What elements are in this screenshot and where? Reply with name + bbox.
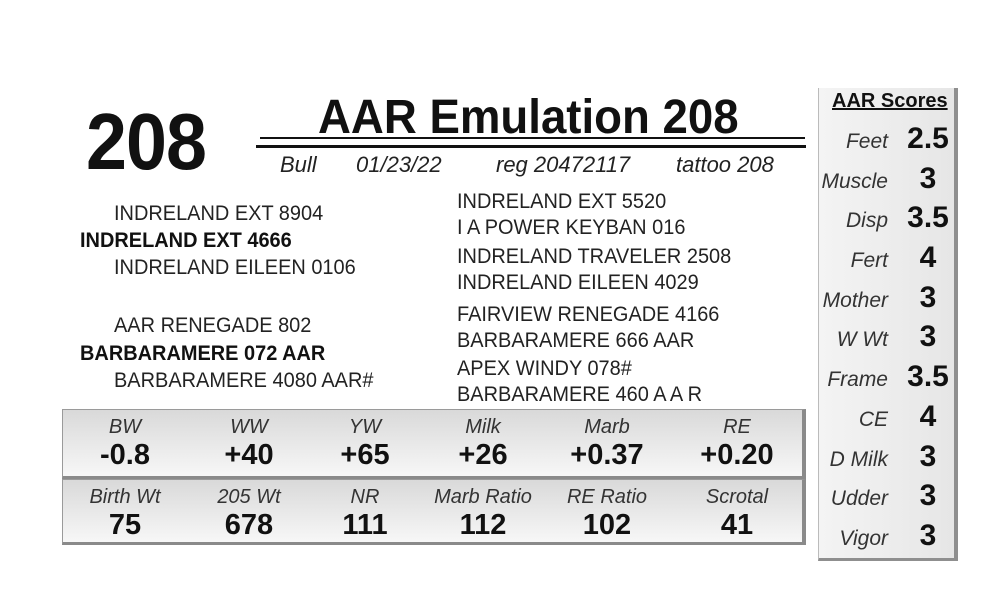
pedigree-sire-dam: INDRELAND EILEEN 0106 [114,256,356,279]
registration-number: reg 20472117 [496,152,631,177]
pedigree-dam-sire: AAR RENEGADE 802 [114,314,312,337]
lot-number: 208 [86,97,207,186]
perf-value: 41 [720,509,754,541]
score-label: W Wt [836,328,888,351]
score-value: 4 [919,400,937,433]
epd-label: Milk [465,416,501,438]
score-label: Fert [850,249,888,272]
score-row-disp: Disp 3.5 [818,201,958,241]
epd-value: +65 [340,439,390,471]
pedigree-dam-dam: BARBARAMERE 4080 AAR# [114,369,374,392]
score-row-fert: Fert 4 [818,241,958,281]
sex-label: Bull [280,152,317,177]
score-row-ce: CE 4 [818,400,958,440]
perf-label: 205 Wt [217,486,281,508]
perf-label: NR [350,486,380,508]
score-label: D Milk [829,448,888,471]
score-value: 4 [919,241,937,274]
pedigree-ancestor: INDRELAND EILEEN 4029 [457,271,699,294]
epd-label: BW [108,416,142,438]
score-row-vigor: Vigor 3 [818,519,958,559]
score-row-muscle: Muscle 3 [818,162,958,202]
perf-value: 75 [108,509,142,541]
epd-value: +40 [224,439,274,471]
epd-value: +26 [458,439,508,471]
perf-cell-scrotal: Scrotal 41 [675,480,799,542]
score-row-udder: Udder 3 [818,479,958,519]
epd-cell-re: RE +0.20 [675,410,799,472]
perf-value: 111 [342,509,388,541]
epd-label: Marb [584,416,630,438]
pedigree-ancestor: BARBARAMERE 666 AAR [457,329,695,352]
pedigree-ancestor: FAIRVIEW RENEGADE 4166 [457,303,720,326]
perf-cell-marb-ratio: Marb Ratio 112 [421,480,545,542]
perf-label: Marb Ratio [434,486,532,508]
pedigree-dam: BARBARAMERE 072 AAR [80,342,326,365]
perf-label: Scrotal [705,486,769,508]
score-row-w-wt: W Wt 3 [818,320,958,360]
score-row-feet: Feet 2.5 [818,122,958,162]
perf-cell-re-ratio: RE Ratio 102 [545,480,669,542]
epd-label: RE [723,416,751,438]
score-row-d-milk: D Milk 3 [818,440,958,480]
score-value: 3.5 [907,360,949,393]
score-label: Frame [827,368,888,391]
epd-cell-milk: Milk +26 [421,410,545,472]
score-label: Vigor [839,527,888,550]
scores-title: AAR Scores [832,90,948,112]
pedigree-ancestor: APEX WINDY 078# [457,357,632,380]
epd-value: +0.20 [700,439,774,471]
perf-value: 102 [582,509,632,541]
epd-label: YW [348,416,382,438]
epd-panel: BW -0.8 WW +40 YW +65 Milk +26 Marb +0.3… [62,409,806,479]
score-value: 3.5 [907,201,949,234]
pedigree-ancestor: BARBARAMERE 460 A A R [457,383,703,406]
score-label: Feet [845,130,888,153]
score-label: CE [858,408,888,431]
title-divider-thin [260,137,805,139]
pedigree-ancestor: I A POWER KEYBAN 016 [457,216,686,239]
epd-cell-ww: WW +40 [187,410,311,472]
score-value: 3 [919,440,937,473]
pedigree-ancestor: INDRELAND TRAVELER 2508 [457,245,732,268]
score-value: 3 [919,519,937,552]
epd-value: +0.37 [570,439,644,471]
animal-name: AAR Emulation 208 [318,91,739,144]
perf-value: 678 [224,509,274,541]
performance-panel: Birth Wt 75 205 Wt 678 NR 111 Marb Ratio… [62,479,806,545]
pedigree-ancestor: INDRELAND EXT 5520 [457,190,667,213]
perf-cell-birth-wt: Birth Wt 75 [63,480,187,542]
epd-label: WW [230,416,268,438]
score-label: Disp [845,209,888,232]
epd-value: -0.8 [100,439,150,471]
score-label: Udder [830,487,888,510]
score-row-mother: Mother 3 [818,281,958,321]
pedigree-sire: INDRELAND EXT 4666 [80,229,292,252]
score-value: 3 [919,320,937,353]
epd-cell-marb: Marb +0.37 [545,410,669,472]
perf-label: RE Ratio [566,486,648,508]
title-divider-thick [256,145,806,148]
birth-date: 01/23/22 [356,152,442,177]
pedigree-sire-sire: INDRELAND EXT 8904 [114,202,324,225]
perf-cell-205-wt: 205 Wt 678 [187,480,311,542]
score-label: Muscle [821,170,888,193]
score-row-frame: Frame 3.5 [818,360,958,400]
tattoo: tattoo 208 [676,152,774,177]
score-value: 3 [919,162,937,195]
score-label: Mother [822,289,888,312]
perf-label: Birth Wt [89,486,161,508]
perf-cell-nr: NR 111 [303,480,427,542]
score-value: 2.5 [907,122,949,155]
score-value: 3 [919,479,937,512]
perf-value: 112 [459,509,507,541]
scores-panel [818,88,958,561]
epd-cell-bw: BW -0.8 [63,410,187,472]
score-value: 3 [919,281,937,314]
epd-cell-yw: YW +65 [303,410,427,472]
